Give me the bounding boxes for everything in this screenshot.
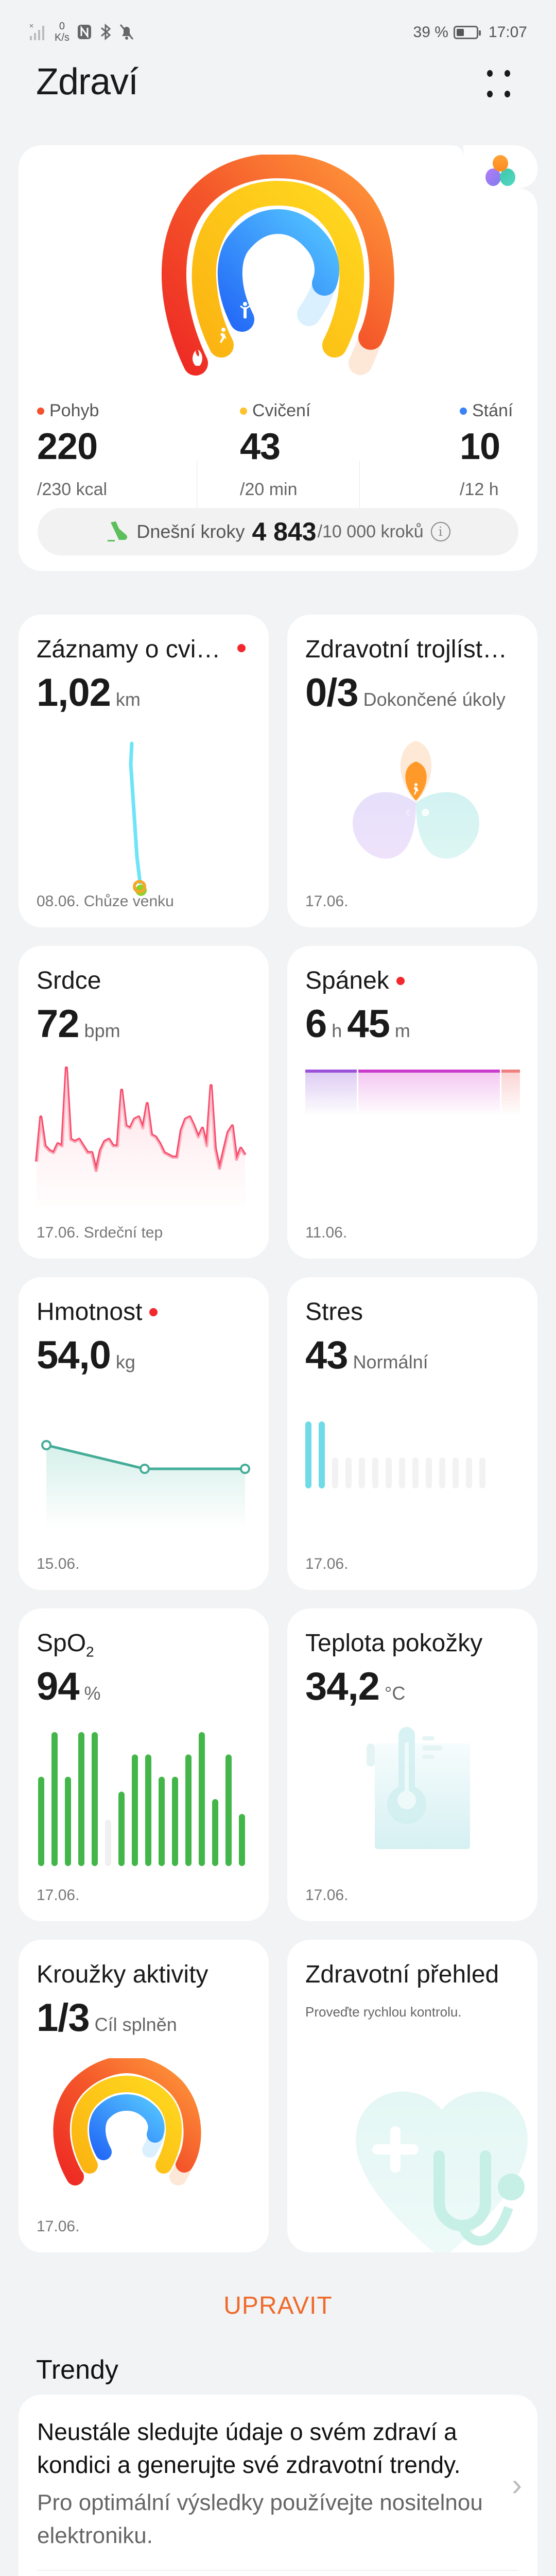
tile-skin-temperature[interactable]: Teplota pokožky 34,2 °C 17.06. (287, 1608, 537, 1921)
signal-icon: × (29, 23, 44, 40)
svg-text:×: × (29, 23, 34, 29)
tile-health-trefoil[interactable]: Zdravotní trojlíst… 0/3 Dokončené úkoly ☾… (287, 615, 537, 927)
nfc-icon (77, 25, 91, 39)
tile-heart[interactable]: Srdce 72 bpm 17.06. Srdeční tep (19, 946, 269, 1259)
more-options-button[interactable] (484, 70, 513, 99)
tile-spo2[interactable]: SpO2 94% 17.06. (19, 1608, 269, 1921)
move-dot (37, 407, 44, 415)
new-indicator-dot (237, 644, 246, 652)
running-icon (220, 328, 227, 343)
dot-icon (505, 91, 510, 97)
metric-stand[interactable]: Stání 10 /12 h (460, 401, 513, 499)
info-icon[interactable]: i (430, 522, 450, 541)
stand-dot (460, 407, 467, 415)
mini-activity-rings (53, 2058, 201, 2185)
network-speed: 0 K/s (55, 21, 70, 43)
battery-percent: 39 % (413, 24, 448, 41)
dot-icon (487, 91, 493, 97)
flame-icon (193, 349, 202, 366)
shoe-icon (108, 521, 128, 541)
bell-muted-icon (119, 24, 134, 40)
tile-exercise-records[interactable]: Záznamy o cvi… 1,02 km 08.06. Chůze venku (19, 615, 269, 927)
trends-title: Trendy (36, 2355, 118, 2385)
route-map (129, 741, 147, 896)
standing-icon (240, 302, 250, 318)
dot-icon (505, 70, 510, 77)
trefoil-chart: ☾ ☻ (353, 741, 479, 859)
steps-bar[interactable]: Dnešní kroky 4 843 /10 000 kroků i (38, 508, 518, 555)
chevron-right-icon[interactable]: › (512, 2467, 522, 2502)
edit-button[interactable]: UPRAVIT (223, 2292, 333, 2319)
bluetooth-icon (100, 23, 111, 41)
sleep-bar-light (305, 1070, 357, 1116)
tile-weight[interactable]: Hmotnost 54,0 kg 15.06. (19, 1277, 269, 1590)
running-icon (414, 783, 419, 795)
spo2-chart (38, 1732, 245, 1866)
tile-health-checkup[interactable]: Zdravotní přehled Proveďte rychlou kontr… (287, 1940, 537, 2252)
new-indicator-dot (396, 976, 405, 985)
tile-stress[interactable]: Stres 43 Normální 17.06. (287, 1277, 537, 1590)
page-title: Zdraví (36, 61, 138, 103)
tile-sleep[interactable]: Spánek 6 h 45 m 11.06. (287, 946, 537, 1259)
status-bar: × 0 K/s 39 % 17:07 (0, 0, 556, 52)
tile-activity-rings[interactable]: Kroužky aktivity 1/3 Cíl splněn 17.06. (19, 1940, 269, 2252)
stethoscope-heart-icon (356, 2091, 528, 2252)
metric-exercise[interactable]: Cvičení 43 /20 min (240, 401, 311, 499)
health-trefoil-button[interactable] (463, 145, 537, 188)
trends-card[interactable]: Neustále sledujte údaje o svém zdraví a … (19, 2395, 537, 2576)
sleep-icon: ☾ (406, 808, 413, 818)
trefoil-icon (485, 155, 515, 186)
exercise-dot (240, 407, 247, 415)
dot-icon (487, 70, 493, 77)
sleep-bar-awake (501, 1070, 520, 1116)
new-indicator-dot (149, 1308, 158, 1316)
weight-chart (41, 1440, 250, 1530)
stress-chart (305, 1421, 485, 1488)
thermometer-icon (367, 1727, 470, 1849)
sleep-bar-deep (358, 1070, 500, 1116)
clock: 17:07 (488, 24, 527, 41)
divider (37, 2570, 519, 2571)
heart-rate-chart (35, 1066, 247, 1206)
activity-rings-graphic (161, 155, 394, 376)
battery-icon (453, 26, 481, 39)
steps-value: 4 843 (252, 517, 317, 546)
metric-move[interactable]: Pohyb 220 /230 kcal (37, 401, 108, 499)
divider (359, 461, 360, 546)
smile-icon: ☻ (421, 808, 430, 818)
